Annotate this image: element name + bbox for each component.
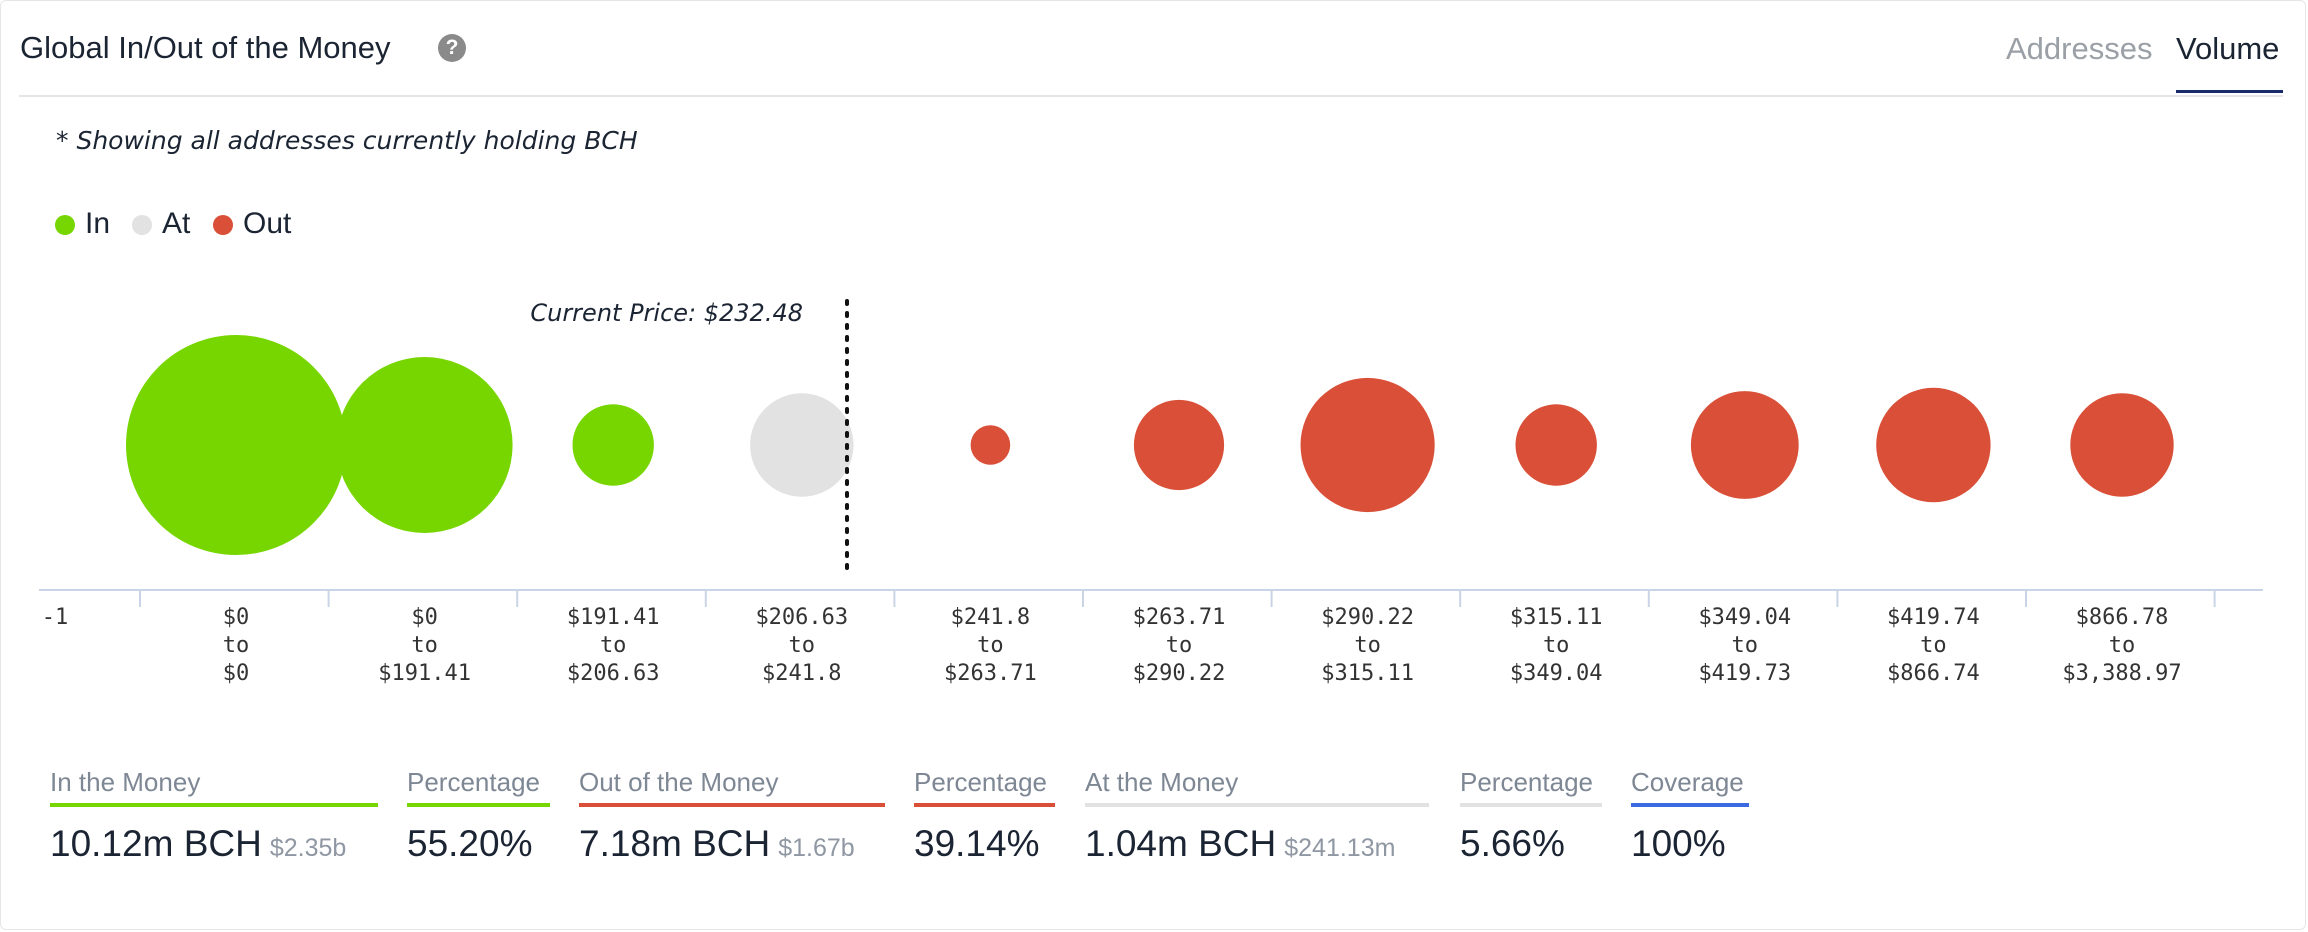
summary-value-in-the-money: 10.12m BCH $2.35b <box>50 823 347 864</box>
legend-label-in: In <box>85 207 111 240</box>
summary-value-out-of-the-money: 7.18m BCH $1.67b <box>579 823 855 864</box>
x-tick-label: $0 <box>223 661 250 686</box>
bubble-out <box>1515 404 1597 486</box>
bubble-in <box>126 335 346 555</box>
summary-line-coverage <box>1631 803 1749 807</box>
x-tick-label: $0 <box>223 605 250 630</box>
x-tick-label: to <box>223 633 250 658</box>
legend-dot-at <box>132 215 152 235</box>
x-tick-label: $191.41 <box>378 661 471 686</box>
x-tick-label: to <box>1920 633 1947 658</box>
x-tick-label: $191.41 <box>567 605 660 630</box>
x-tick-label: $241.8 <box>951 605 1030 630</box>
card-title: Global In/Out of the Money <box>20 30 391 65</box>
tab-addresses[interactable]: Addresses <box>2006 31 2153 66</box>
x-tick-label: $263.71 <box>944 661 1037 686</box>
x-tick-label: $0 <box>411 605 438 630</box>
x-tick-label: to <box>600 633 627 658</box>
x-tick-label: $419.73 <box>1698 661 1791 686</box>
x-tick-label: $241.8 <box>762 661 841 686</box>
summary-label-in-percentage: Percentage <box>407 767 540 797</box>
x-tick-label: $3,388.97 <box>2062 661 2181 686</box>
bubble-in <box>572 404 654 486</box>
x-tick-label: to <box>1166 633 1193 658</box>
bubble-out <box>1876 387 1991 503</box>
legend-label-out: Out <box>243 207 292 240</box>
active-tab-indicator <box>2176 90 2283 93</box>
x-tick-label: to <box>411 633 438 658</box>
x-tick-label: to <box>1732 633 1759 658</box>
bubble-out <box>1133 399 1225 491</box>
summary-value-in-percentage: 55.20% <box>407 823 533 864</box>
x-tick-label-start: -1 <box>42 605 69 630</box>
summary-value-out-percentage: 39.14% <box>914 823 1040 864</box>
holding-note: * Showing all addresses currently holdin… <box>56 126 638 155</box>
legend-label-at: At <box>162 207 191 240</box>
summary-line-out-of-the-money <box>579 803 885 807</box>
x-tick-label: $419.74 <box>1887 605 1980 630</box>
x-tick-label: $206.63 <box>567 661 660 686</box>
summary-label-out-of-the-money: Out of the Money <box>579 767 779 797</box>
x-tick-label: $349.04 <box>1510 661 1603 686</box>
bubble-at <box>750 393 854 497</box>
legend-dot-out <box>213 215 233 235</box>
question-circle-icon[interactable]: ? <box>438 34 466 62</box>
summary-value-at-percentage: 5.66% <box>1460 823 1565 864</box>
bubble-out <box>2070 393 2174 497</box>
x-tick-label: $263.71 <box>1133 605 1226 630</box>
summary-label-coverage: Coverage <box>1631 767 1744 797</box>
x-tick-label: $290.22 <box>1133 661 1226 686</box>
x-tick-label: $349.04 <box>1698 605 1791 630</box>
tab-volume[interactable]: Volume <box>2176 31 2280 66</box>
x-tick-label: to <box>1543 633 1570 658</box>
x-tick-label: to <box>789 633 816 658</box>
summary-label-in-the-money: In the Money <box>50 767 201 797</box>
summary-value-coverage: 100% <box>1631 823 1726 864</box>
x-tick-label: to <box>2109 633 2136 658</box>
card-header: Global In/Out of the Money ? Addresses V… <box>19 1 2283 97</box>
bubble-out <box>1300 377 1435 513</box>
summary-value-at-the-money: 1.04m BCH $241.13m <box>1085 823 1396 864</box>
summary-label-at-the-money: At the Money <box>1085 767 1239 797</box>
summary-label-at-percentage: Percentage <box>1460 767 1593 797</box>
summary-line-at-percentage <box>1460 803 1602 807</box>
legend-dot-in <box>55 215 75 235</box>
bubble-chart: -1 $0 to $0 $0 to $191.41 $191.41 to $206.63 $206.… <box>39 299 2263 686</box>
bubble-out <box>1690 391 1799 499</box>
x-tick-label: $206.63 <box>755 605 848 630</box>
x-tick-label: $866.78 <box>2076 605 2169 630</box>
summary-line-in-the-money <box>50 803 378 807</box>
x-tick-label: $315.11 <box>1510 605 1603 630</box>
summary-line-out-percentage <box>914 803 1055 807</box>
bubble-out <box>970 425 1011 465</box>
x-tick-label: $866.74 <box>1887 661 1980 686</box>
summary-label-out-percentage: Percentage <box>914 767 1047 797</box>
bubble-in <box>336 357 513 533</box>
x-tick-label: $290.22 <box>1321 605 1414 630</box>
x-tick-label: $315.11 <box>1321 661 1414 686</box>
summary-line-at-the-money <box>1085 803 1429 807</box>
summary-line-in-percentage <box>407 803 550 807</box>
current-price-label: Current Price: $232.48 <box>530 299 803 327</box>
x-tick-label: to <box>1354 633 1381 658</box>
x-tick-label: to <box>977 633 1004 658</box>
